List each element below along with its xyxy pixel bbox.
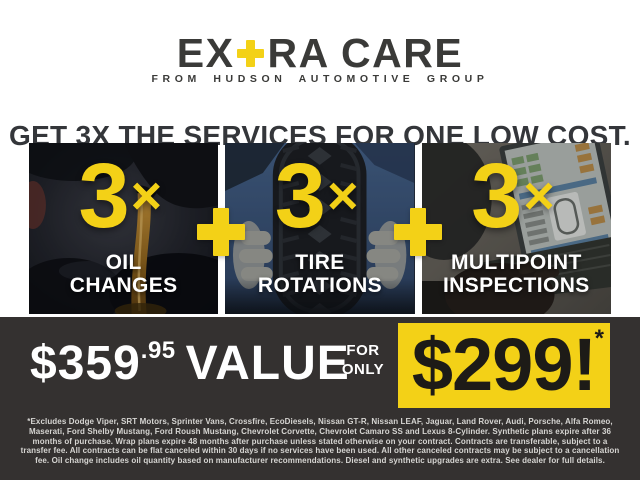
photo-dark-overlay	[225, 143, 415, 314]
oil-pour-photo	[29, 143, 219, 314]
price-box: $299! *	[398, 323, 610, 408]
times-icon: ×	[326, 166, 359, 226]
service-panel-multipoint-inspections: 3 × MULTIPOINT INSPECTIONS	[421, 143, 611, 314]
brand-logo: EX RA CARE	[0, 33, 640, 74]
multiplier-3x: 3 ×	[274, 145, 359, 247]
service-label: MULTIPOINT INSPECTIONS	[442, 251, 590, 298]
times-icon: ×	[523, 166, 555, 226]
laptop-inspection-photo	[421, 143, 611, 314]
service-panel-tire-rotations: 3 × TIRE ROTATIONS	[225, 143, 415, 314]
logo-text-ra-care: RA CARE	[267, 30, 464, 76]
multiplier-3x: 3 ×	[471, 145, 555, 247]
cents-superscript: .95	[140, 337, 176, 364]
logo-text-ex: EX	[176, 30, 235, 76]
services-row: 3 × OIL CHANGES	[29, 143, 611, 314]
service-label: OIL CHANGES	[69, 251, 178, 298]
value-text: $359.95 VALUE	[30, 337, 350, 390]
for-only-label: FOR ONLY	[341, 342, 385, 378]
disclaimer-text: *Excludes Dodge Viper, SRT Motors, Sprin…	[20, 417, 620, 465]
service-panel-oil-changes: 3 × OIL CHANGES	[29, 143, 219, 314]
price-text: $299!	[411, 322, 597, 406]
brand-tagline: FROM HUDSON AUTOMOTIVE GROUP	[151, 73, 489, 85]
plus-icon	[197, 208, 245, 256]
times-icon: ×	[130, 166, 163, 226]
plus-icon	[394, 208, 442, 256]
tire-photo	[225, 143, 415, 314]
offer-band: $359.95 VALUE FOR ONLY $299! * *Excludes …	[0, 317, 640, 480]
plus-icon	[237, 39, 265, 68]
service-label: TIRE ROTATIONS	[257, 251, 383, 298]
multiplier-3x: 3 ×	[78, 145, 163, 247]
photo-dark-overlay	[29, 143, 219, 314]
photo-dark-overlay	[421, 143, 611, 314]
asterisk-superscript: *	[594, 325, 604, 352]
